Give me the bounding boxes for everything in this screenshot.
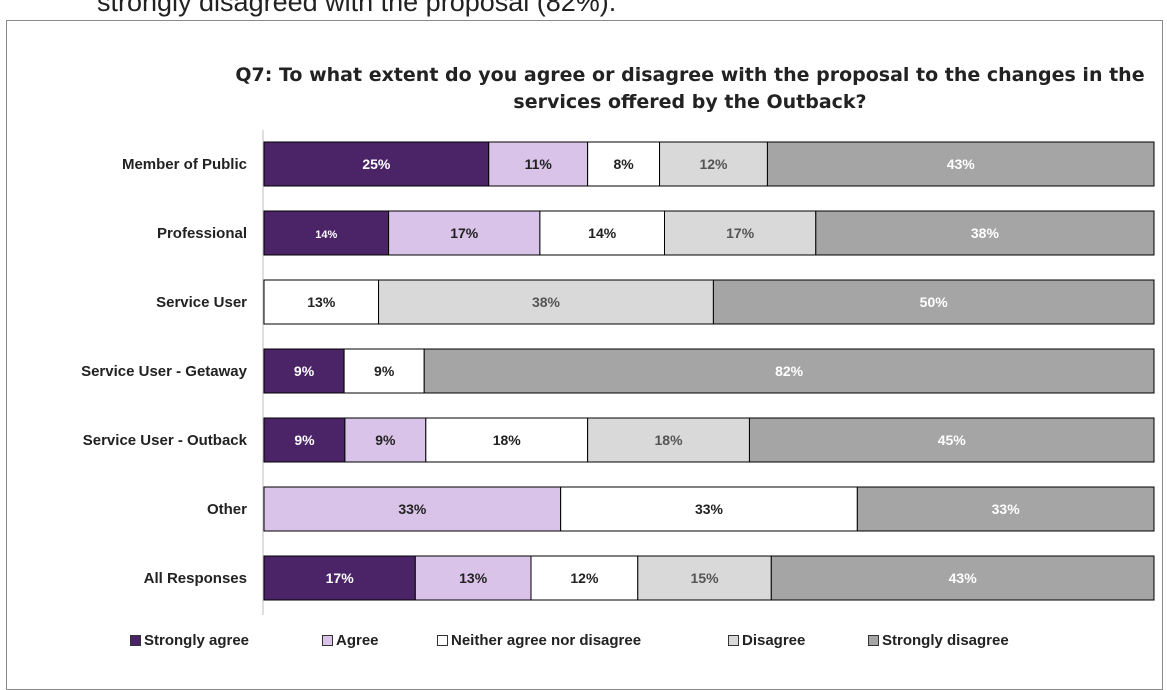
bar-segment <box>263 486 562 532</box>
bar-segment <box>378 279 714 325</box>
bar-segment <box>414 555 532 601</box>
data-label: 9% <box>375 432 396 448</box>
legend-label: Strongly agree <box>144 632 250 649</box>
data-label: 82% <box>775 363 804 379</box>
data-label: 38% <box>971 225 1000 241</box>
data-label: 8% <box>613 156 634 172</box>
chart-title-line-1: Q7: To what extent do you agree or disag… <box>235 64 1145 86</box>
data-label: 14% <box>315 229 337 241</box>
data-label: 45% <box>938 432 967 448</box>
legend-item: Strongly agree <box>130 632 249 649</box>
data-label: 12% <box>570 570 599 586</box>
bar-segment <box>637 555 772 601</box>
bar-segment <box>263 417 346 463</box>
data-label: 15% <box>691 570 720 586</box>
legend-label: Neither agree nor disagree <box>451 632 642 649</box>
chart-title-line-2: services offered by the Outback? <box>513 91 867 113</box>
bar-segment <box>659 141 768 187</box>
bar-segment <box>587 141 661 187</box>
legend-label: Strongly disagree <box>882 632 1009 649</box>
category-label: Service User - Getaway <box>81 363 248 380</box>
data-label: 38% <box>532 294 561 310</box>
legend-item: Agree <box>322 632 379 649</box>
data-label: 13% <box>459 570 488 586</box>
legend-swatch <box>728 635 739 646</box>
bar-segment <box>539 210 666 256</box>
bar-segment <box>856 486 1155 532</box>
legend-swatch <box>437 635 448 646</box>
legend-label: Disagree <box>742 632 806 649</box>
bar-segment <box>388 210 541 256</box>
body-text-fragment: strongly disagreed with the proposal (82… <box>97 0 617 17</box>
category-label: Service User - Outback <box>83 432 248 449</box>
data-label: 18% <box>655 432 684 448</box>
data-label: 18% <box>493 432 522 448</box>
legend-item: Strongly disagree <box>868 632 1009 649</box>
data-label: 43% <box>949 570 978 586</box>
category-label: Service User <box>156 294 247 311</box>
data-label: 33% <box>398 501 427 517</box>
legend-item: Disagree <box>728 632 805 649</box>
legend-swatch <box>322 635 333 646</box>
bar-segment <box>712 279 1155 325</box>
category-label: Member of Public <box>122 156 247 173</box>
data-label: 11% <box>525 156 553 172</box>
data-label: 13% <box>307 294 336 310</box>
data-label: 25% <box>362 156 391 172</box>
legend-item: Neither agree nor disagree <box>437 632 641 649</box>
bar-segment <box>263 210 390 256</box>
data-label: 9% <box>294 363 315 379</box>
data-label: 50% <box>920 294 949 310</box>
bar-segment <box>664 210 817 256</box>
bar-segment <box>748 417 1155 463</box>
data-label: 9% <box>294 432 315 448</box>
bar-segment <box>587 417 750 463</box>
bar-segment <box>263 555 416 601</box>
legend-swatch <box>868 635 879 646</box>
chart-legend: Strongly agree Agree Neither agree nor dis… <box>0 632 1167 656</box>
bar-segment <box>530 555 639 601</box>
bar-segment <box>560 486 858 532</box>
data-label: 33% <box>992 501 1021 517</box>
data-label: 17% <box>326 570 355 586</box>
bar-segment <box>263 279 380 325</box>
data-label: 17% <box>450 225 479 241</box>
legend-label: Agree <box>336 632 379 649</box>
chart-title: Q7: To what extent do you agree or disag… <box>230 62 1150 116</box>
bar-segment <box>423 348 1155 394</box>
category-label: Professional <box>157 225 247 242</box>
category-label: All Responses <box>144 570 247 587</box>
category-label: Other <box>207 501 247 518</box>
data-label: 17% <box>726 225 755 241</box>
bar-segment <box>766 141 1155 187</box>
bar-segment <box>815 210 1155 256</box>
data-label: 43% <box>947 156 976 172</box>
bar-segment <box>770 555 1155 601</box>
data-label: 12% <box>699 156 728 172</box>
data-label: 14% <box>588 225 617 241</box>
legend-swatch <box>130 635 141 646</box>
data-label: 9% <box>374 363 395 379</box>
data-label: 33% <box>695 501 724 517</box>
